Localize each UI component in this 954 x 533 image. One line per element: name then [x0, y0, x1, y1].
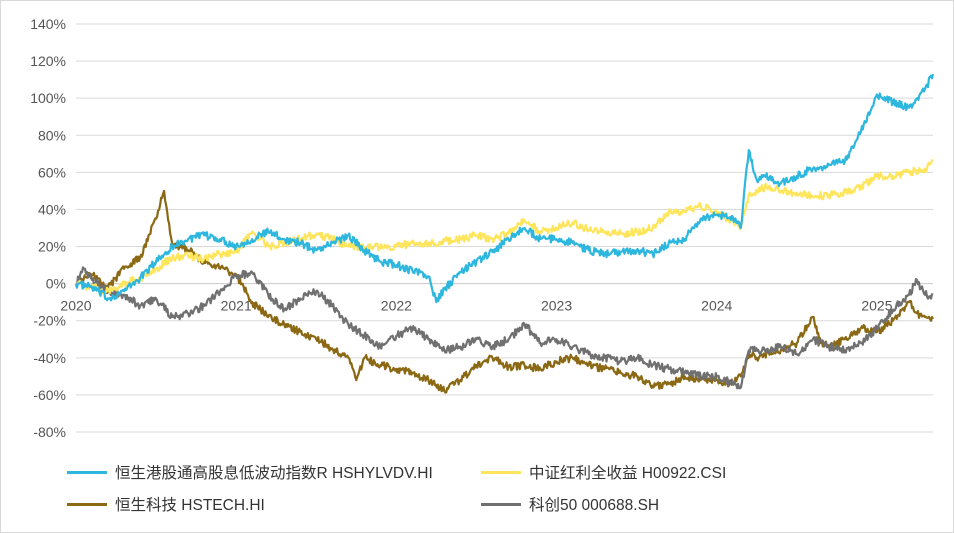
- y-tick-label: 40%: [38, 201, 66, 217]
- series-line-1: [74, 158, 934, 295]
- series-line-2: [74, 189, 934, 394]
- legend-label-hstech: 恒生科技 HSTECH.HI: [115, 497, 265, 514]
- y-tick-label: 80%: [38, 127, 66, 143]
- y-tick-label: 20%: [38, 239, 66, 255]
- x-axis-ticks: 2020 2021 2022 2023 2024 2025: [60, 298, 892, 314]
- legend-label-hshylvdv: 恒生港股通高股息低波动指数R HSHYLVDV.HI: [115, 465, 433, 482]
- y-tick-label: -40%: [33, 350, 66, 366]
- legend-item-h00922: 中证红利全收益 H00922.CSI: [481, 461, 726, 483]
- y-tick-label: 60%: [38, 164, 66, 180]
- y-tick-label: -20%: [33, 313, 66, 329]
- y-tick-label: -60%: [33, 387, 66, 403]
- x-tick-label: 2022: [381, 298, 412, 314]
- y-tick-label: 100%: [30, 90, 66, 106]
- legend: 恒生港股通高股息低波动指数R HSHYLVDV.HI 中证红利全收益 H0092…: [67, 461, 927, 521]
- legend-swatch-hshylvdv: [67, 470, 107, 474]
- x-tick-label: 2025: [861, 298, 892, 314]
- x-tick-label: 2021: [221, 298, 252, 314]
- y-axis-ticks: 140% 120% 100% 80% 60% 40% 20% 0% -20% -40% -60% -8…: [30, 16, 66, 440]
- legend-swatch-star50: [481, 502, 521, 506]
- y-tick-label: 0%: [46, 276, 66, 292]
- y-tick-label: 120%: [30, 53, 66, 69]
- legend-swatch-hstech: [67, 502, 107, 506]
- series-lines: [74, 73, 935, 394]
- legend-item-star50: 科创50 000688.SH: [481, 493, 659, 515]
- x-tick-label: 2020: [60, 298, 91, 314]
- legend-item-hstech: 恒生科技 HSTECH.HI: [67, 493, 265, 515]
- legend-item-hshylvdv: 恒生港股通高股息低波动指数R HSHYLVDV.HI: [67, 461, 433, 483]
- y-tick-label: 140%: [30, 16, 66, 32]
- series-line-0: [74, 73, 935, 304]
- legend-label-h00922: 中证红利全收益 H00922.CSI: [529, 465, 727, 482]
- legend-label-star50: 科创50 000688.SH: [529, 497, 660, 514]
- x-tick-label: 2024: [701, 298, 732, 314]
- y-tick-label: -80%: [33, 424, 66, 440]
- grid-lines: [76, 23, 933, 433]
- x-tick-label: 2023: [541, 298, 572, 314]
- legend-swatch-h00922: [481, 470, 521, 474]
- series-line-3: [75, 266, 934, 390]
